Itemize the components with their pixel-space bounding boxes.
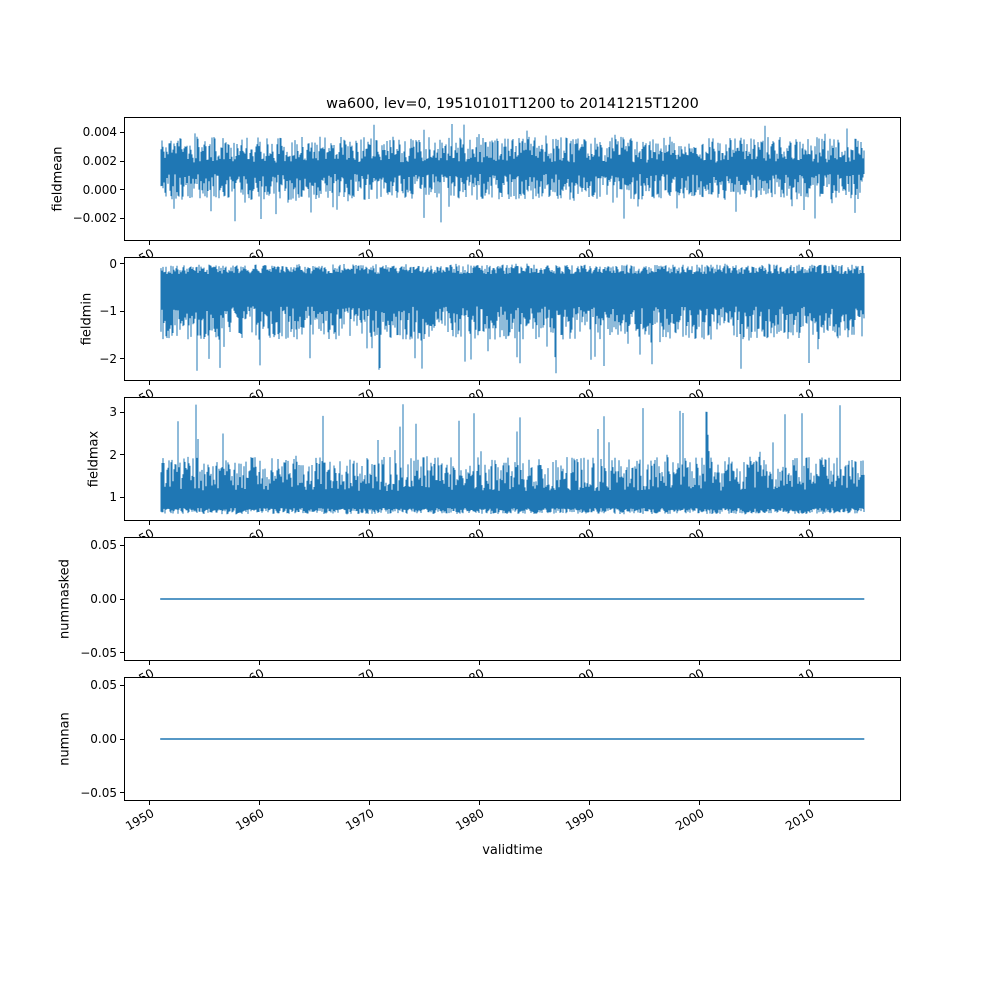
- x-tick-mark: [368, 801, 370, 805]
- y-tick-label: 0.05: [90, 538, 117, 553]
- x-tick-mark: [148, 521, 150, 525]
- y-tick-label: 2: [109, 447, 117, 462]
- x-tick-mark: [589, 521, 591, 525]
- x-tick-mark: [368, 521, 370, 525]
- plot-area-numnan: [160, 738, 865, 740]
- x-tick-mark: [478, 521, 480, 525]
- y-axis-title-nummasked: nummasked: [57, 559, 73, 639]
- x-tick-label: 1950: [122, 806, 157, 834]
- y-tick-mark: [120, 263, 124, 265]
- y-axis-title-fieldmax: fieldmax: [86, 430, 102, 488]
- x-tick-mark: [699, 661, 701, 665]
- y-tick-label: 0.00: [90, 592, 117, 606]
- subplot-fieldmin: 0−1−21950196019701980199020002010fieldmi…: [79, 257, 901, 413]
- y-tick-label: −0.05: [80, 645, 117, 660]
- x-tick-mark: [148, 381, 150, 385]
- x-tick-mark: [258, 241, 260, 245]
- y-tick-label: 0: [109, 256, 117, 271]
- x-tick-label: 1960: [232, 806, 267, 834]
- series-line-fieldmean: [160, 124, 865, 223]
- y-tick-label: 0.05: [90, 678, 117, 693]
- x-tick-mark: [368, 241, 370, 245]
- plot-area-fieldmin: [160, 263, 865, 374]
- x-tick-mark: [148, 661, 150, 665]
- y-tick-mark: [120, 131, 124, 133]
- x-tick-mark: [809, 661, 811, 665]
- x-tick-mark: [258, 381, 260, 385]
- x-tick-mark: [258, 521, 260, 525]
- x-tick-mark: [478, 661, 480, 665]
- y-tick-label: 0.000: [82, 182, 117, 197]
- x-tick-mark: [258, 801, 260, 805]
- x-tick-mark: [148, 801, 150, 805]
- x-tick-mark: [258, 661, 260, 665]
- y-tick-label: 1: [109, 490, 117, 505]
- x-tick-mark: [589, 801, 591, 805]
- x-tick-mark: [589, 661, 591, 665]
- y-tick-mark: [120, 544, 124, 546]
- subplot-fieldmean: 0.0040.0020.000−0.0021950196019701980199…: [50, 117, 901, 273]
- y-tick-mark: [120, 652, 124, 654]
- y-tick-label: −2: [99, 351, 117, 366]
- x-axis-title: validtime: [482, 843, 543, 858]
- y-tick-label: −1: [99, 304, 117, 319]
- y-tick-mark: [120, 496, 124, 498]
- y-tick-mark: [120, 358, 124, 360]
- y-tick-mark: [120, 598, 124, 600]
- x-tick-mark: [478, 801, 480, 805]
- x-tick-label: 1990: [563, 806, 597, 834]
- y-tick-label: −0.05: [80, 785, 117, 800]
- y-axis-title-fieldmin: fieldmin: [79, 292, 95, 346]
- x-tick-mark: [589, 381, 591, 385]
- y-tick-mark: [120, 217, 124, 219]
- subplot-fieldmax: 3211950196019701980199020002010fieldmax: [86, 397, 901, 553]
- x-tick-mark: [368, 381, 370, 385]
- y-tick-mark: [120, 454, 124, 456]
- plot-area-nummasked: [160, 598, 865, 600]
- y-tick-mark: [120, 189, 124, 191]
- y-tick-label: 3: [109, 405, 117, 420]
- x-tick-label: 1970: [342, 806, 377, 834]
- x-tick-mark: [699, 381, 701, 385]
- y-tick-mark: [120, 792, 124, 794]
- plot-area-fieldmean: [160, 124, 865, 223]
- x-tick-mark: [699, 801, 701, 805]
- y-tick-label: 0.00: [90, 732, 117, 746]
- x-tick-mark: [148, 241, 150, 245]
- y-tick-label: −0.002: [72, 211, 117, 226]
- figure-title: wa600, lev=0, 19510101T1200 to 20141215T…: [326, 96, 699, 112]
- x-tick-mark: [809, 521, 811, 525]
- y-tick-mark: [120, 684, 124, 686]
- y-axis-title-numnan: numnan: [57, 712, 73, 766]
- y-tick-mark: [120, 738, 124, 740]
- y-tick-label: 0.004: [82, 125, 117, 140]
- x-tick-mark: [478, 241, 480, 245]
- x-tick-label: 1980: [453, 806, 487, 834]
- series-line-fieldmax: [160, 404, 865, 515]
- x-tick-mark: [589, 241, 591, 245]
- x-tick-mark: [699, 241, 701, 245]
- x-tick-label: 2000: [673, 806, 707, 834]
- x-tick-mark: [478, 381, 480, 385]
- subplot-numnan: 0.05 0.00 −0.05 1950 1960 1970 1980 1990 2000 201…: [58, 677, 901, 833]
- plot-area-fieldmax: [160, 404, 865, 515]
- x-tick-label: 2010: [783, 806, 817, 834]
- x-tick-mark: [809, 241, 811, 245]
- x-tick-mark: [809, 381, 811, 385]
- y-tick-mark: [120, 411, 124, 413]
- subplot-nummasked: 0.050.00−0.05195019601970198019902000201…: [58, 537, 901, 693]
- x-tick-mark: [368, 661, 370, 665]
- x-tick-mark: [809, 801, 811, 805]
- y-tick-label: 0.002: [82, 154, 117, 169]
- y-tick-mark: [120, 310, 124, 312]
- y-tick-mark: [120, 160, 124, 162]
- series-line-fieldmin: [160, 263, 865, 374]
- x-tick-mark: [699, 521, 701, 525]
- y-axis-title-fieldmean: fieldmean: [50, 146, 66, 212]
